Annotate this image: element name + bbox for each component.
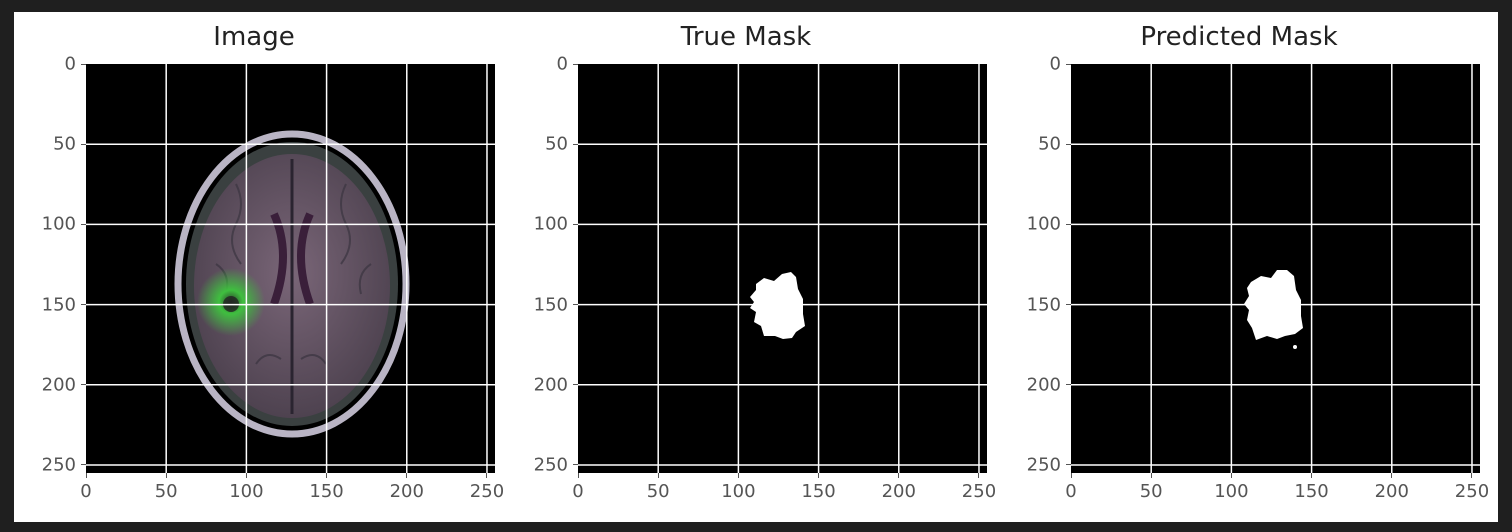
x-tick-label: 200 — [1374, 481, 1409, 502]
x-tick-mark — [486, 473, 488, 478]
panel-predicted-mask: Predicted Mask 0 50 100 150 200 250 0 50 100 150 2… — [999, 12, 1490, 522]
y-tick-label: 250 — [41, 454, 76, 476]
x-tick-mark — [577, 473, 579, 478]
y-tick-label: 200 — [41, 374, 76, 396]
true-mask-image — [750, 272, 805, 339]
panel-true-mask: True Mask 0 50 100 150 200 250 0 50 100 150 200 250 — [506, 12, 997, 522]
y-tick-label: 0 — [64, 53, 76, 75]
y-tick-mark — [573, 304, 578, 306]
x-tick-mark — [1391, 473, 1393, 478]
x-tick-label: 100 — [229, 481, 264, 502]
x-tick-mark — [1311, 473, 1313, 478]
plot-area — [86, 64, 495, 473]
panel-title: True Mask — [680, 22, 812, 52]
y-tick-mark — [573, 63, 578, 65]
x-tick-label: 0 — [1065, 481, 1077, 502]
y-tick-label: 50 — [545, 133, 568, 155]
panel-title: Image — [213, 22, 295, 52]
x-tick-label: 0 — [572, 481, 584, 502]
y-tick-mark — [1066, 63, 1071, 65]
plot-area — [1071, 64, 1480, 473]
figure: Image — [14, 12, 1498, 522]
x-tick-label: 50 — [646, 481, 670, 502]
x-tick-label: 50 — [1139, 481, 1163, 502]
y-tick-label: 50 — [1038, 133, 1061, 155]
x-tick-label: 250 — [961, 481, 997, 502]
x-tick-mark — [978, 473, 980, 478]
y-tick-label: 250 — [533, 454, 568, 476]
x-tick-mark — [406, 473, 408, 478]
y-tick-mark — [1066, 464, 1071, 466]
y-tick-label: 0 — [556, 53, 568, 75]
grid — [86, 64, 495, 473]
y-tick-label: 50 — [53, 133, 76, 155]
x-tick-label: 200 — [389, 481, 424, 502]
x-tick-mark — [737, 473, 739, 478]
y-tick-mark — [81, 304, 86, 306]
x-tick-mark — [1070, 473, 1072, 478]
y-tick-mark — [81, 223, 86, 225]
x-tick-label: 200 — [881, 481, 916, 502]
y-tick-mark — [573, 143, 578, 145]
panel-title: Predicted Mask — [1140, 22, 1338, 52]
ventricles — [270, 212, 314, 306]
grid — [1071, 64, 1480, 473]
brain-mri-image — [174, 130, 410, 438]
x-tick-label: 50 — [154, 481, 178, 502]
skull-outline — [174, 130, 410, 438]
panel-image: Image — [14, 12, 505, 522]
y-tick-mark — [573, 223, 578, 225]
grid — [578, 64, 987, 473]
y-tick-label: 150 — [533, 294, 568, 316]
y-tick-mark — [573, 384, 578, 386]
x-tick-mark — [245, 473, 247, 478]
y-tick-label: 250 — [1026, 454, 1061, 476]
y-tick-mark — [1066, 143, 1071, 145]
x-tick-label: 0 — [80, 481, 92, 502]
x-tick-label: 100 — [721, 481, 756, 502]
true-mask-region — [750, 272, 805, 339]
y-tick-mark — [1066, 304, 1071, 306]
x-tick-mark — [657, 473, 659, 478]
y-tick-label: 150 — [1026, 294, 1061, 316]
x-tick-label: 150 — [801, 481, 836, 502]
y-tick-mark — [573, 464, 578, 466]
y-tick-label: 100 — [1026, 213, 1061, 235]
x-tick-label: 250 — [1454, 481, 1490, 502]
x-tick-mark — [1230, 473, 1232, 478]
y-tick-label: 100 — [533, 213, 568, 235]
x-tick-label: 100 — [1214, 481, 1249, 502]
y-tick-mark — [81, 143, 86, 145]
x-tick-mark — [818, 473, 820, 478]
x-tick-mark — [165, 473, 167, 478]
y-tick-label: 200 — [1026, 374, 1061, 396]
x-tick-mark — [326, 473, 328, 478]
y-tick-label: 200 — [533, 374, 568, 396]
y-tick-mark — [81, 384, 86, 386]
y-tick-mark — [1066, 384, 1071, 386]
y-tick-mark — [81, 63, 86, 65]
x-tick-mark — [85, 473, 87, 478]
x-tick-label: 150 — [1294, 481, 1329, 502]
y-tick-mark — [81, 464, 86, 466]
x-tick-mark — [1150, 473, 1152, 478]
y-tick-label: 100 — [41, 213, 76, 235]
y-tick-label: 0 — [1049, 53, 1061, 75]
x-tick-mark — [898, 473, 900, 478]
y-tick-mark — [1066, 223, 1071, 225]
x-tick-mark — [1471, 473, 1473, 478]
x-tick-label: 250 — [469, 481, 505, 502]
plot-area — [578, 64, 987, 473]
x-tick-label: 150 — [309, 481, 344, 502]
y-tick-label: 150 — [41, 294, 76, 316]
